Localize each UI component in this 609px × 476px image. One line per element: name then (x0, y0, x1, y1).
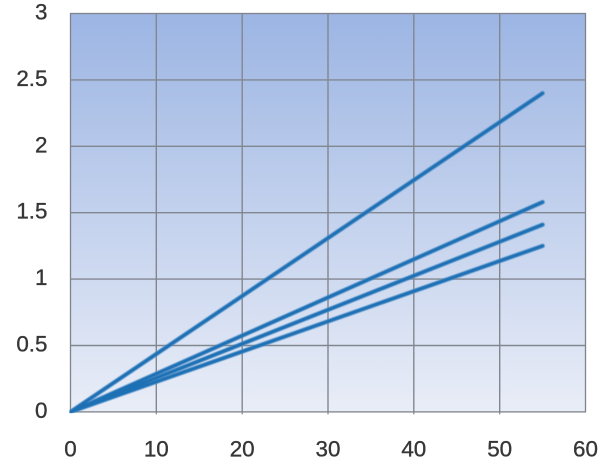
svg-text:2: 2 (35, 132, 47, 157)
svg-text:3: 3 (35, 0, 47, 25)
svg-text:10: 10 (144, 437, 169, 462)
svg-text:1.5: 1.5 (16, 199, 47, 224)
svg-text:40: 40 (401, 437, 426, 462)
svg-text:0: 0 (35, 398, 47, 423)
svg-text:0.5: 0.5 (16, 332, 47, 357)
svg-text:50: 50 (487, 437, 512, 462)
svg-text:60: 60 (573, 437, 598, 462)
svg-text:20: 20 (230, 437, 255, 462)
svg-text:30: 30 (316, 437, 341, 462)
svg-text:2.5: 2.5 (16, 66, 47, 91)
svg-text:0: 0 (64, 437, 76, 462)
svg-text:1: 1 (35, 265, 47, 290)
